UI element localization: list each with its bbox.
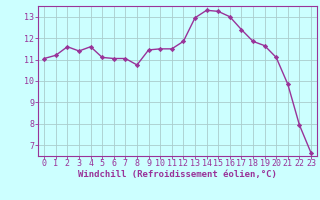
X-axis label: Windchill (Refroidissement éolien,°C): Windchill (Refroidissement éolien,°C)	[78, 170, 277, 179]
